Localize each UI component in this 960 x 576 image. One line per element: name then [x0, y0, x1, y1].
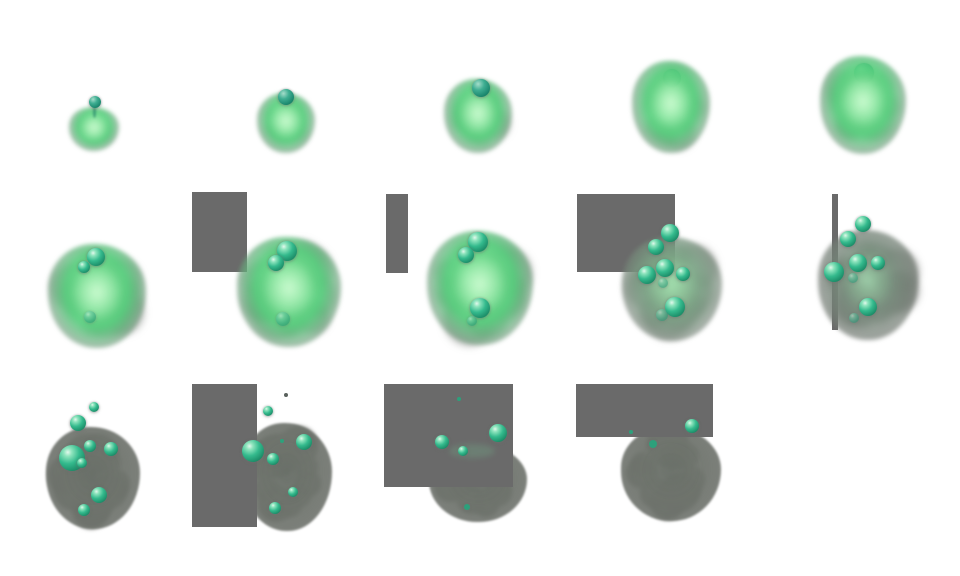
- puff-body: [818, 230, 918, 340]
- bubble: [676, 267, 690, 281]
- puff-core: [645, 445, 697, 496]
- bubble: [87, 248, 105, 266]
- bubble: [84, 311, 96, 323]
- smoke-puff: [39, 420, 147, 536]
- puff-core: [650, 79, 692, 129]
- bubble: [649, 440, 657, 448]
- bubble: [78, 261, 90, 273]
- bubble: [242, 440, 264, 462]
- bubble: [70, 415, 86, 431]
- bubble: [77, 458, 87, 468]
- bubble: [661, 224, 679, 242]
- bubble: [629, 430, 633, 434]
- bubble: [89, 402, 99, 412]
- bubble: [656, 309, 668, 321]
- bubble: [849, 254, 867, 272]
- bubble: [267, 453, 279, 465]
- bubble: [288, 487, 298, 497]
- bubble: [457, 397, 461, 401]
- bubble: [871, 256, 885, 270]
- bubble: [855, 216, 871, 232]
- bubble: [648, 239, 664, 255]
- bubble: [665, 297, 685, 317]
- smoke-puff: [250, 86, 322, 160]
- bubble: [104, 442, 118, 456]
- bubble: [78, 504, 90, 516]
- bubble: [467, 316, 477, 326]
- bubble: [91, 487, 107, 503]
- puff-core: [841, 75, 885, 128]
- smoke-puff: [813, 49, 913, 161]
- bubble: [470, 298, 490, 318]
- bubble: [276, 312, 290, 326]
- bubble: [824, 262, 844, 282]
- bubble: [638, 266, 656, 284]
- bubble: [89, 96, 101, 108]
- bubble: [859, 298, 877, 316]
- puff-core: [459, 93, 497, 134]
- bubble: [269, 502, 281, 514]
- bubble: [268, 255, 284, 271]
- bubble: [435, 435, 449, 449]
- smoke-wisp: [93, 106, 96, 118]
- bubble: [84, 440, 96, 452]
- smoke-puff: [625, 54, 717, 160]
- bubble: [458, 247, 474, 263]
- puff-core: [270, 103, 302, 138]
- bubble: [284, 393, 288, 397]
- gray-mask-block: [386, 194, 408, 273]
- bubble: [464, 504, 470, 510]
- bubble: [296, 434, 312, 450]
- smoke-puff: [614, 420, 728, 528]
- puff-body: [621, 427, 721, 521]
- bubble: [472, 79, 490, 97]
- bubble: [489, 424, 507, 442]
- bubble: [848, 273, 858, 283]
- bubble: [840, 231, 856, 247]
- bubble: [658, 278, 668, 288]
- smoke-puff: [62, 100, 126, 158]
- bubble: [458, 446, 468, 456]
- bubble: [277, 241, 297, 261]
- bubble: [280, 439, 284, 443]
- puff-core: [79, 113, 109, 141]
- bubble: [849, 313, 859, 323]
- bubble: [278, 89, 294, 105]
- bubble: [685, 419, 699, 433]
- gray-mask-block: [192, 192, 247, 272]
- bubble: [263, 406, 273, 416]
- bubble: [468, 232, 488, 252]
- puff-core: [72, 265, 122, 320]
- bubble: [656, 259, 674, 277]
